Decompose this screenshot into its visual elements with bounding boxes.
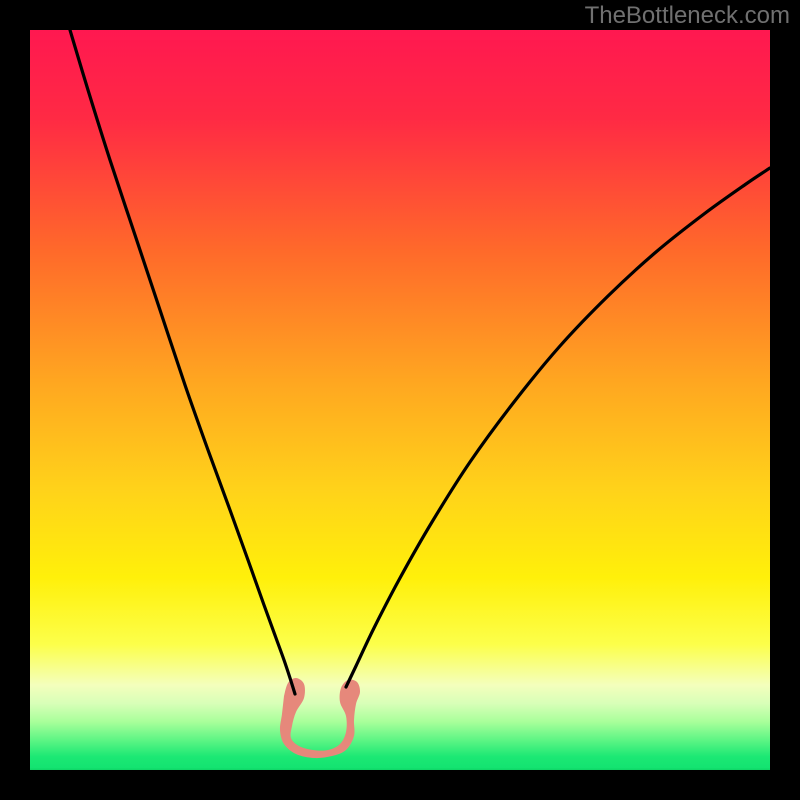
- plot-svg: [30, 30, 770, 770]
- plot-area: [30, 30, 770, 770]
- watermark-text: TheBottleneck.com: [585, 2, 790, 30]
- frame-left: [0, 0, 30, 800]
- gradient-background: [30, 30, 770, 770]
- frame-right: [770, 0, 800, 800]
- frame-bottom: [0, 770, 800, 800]
